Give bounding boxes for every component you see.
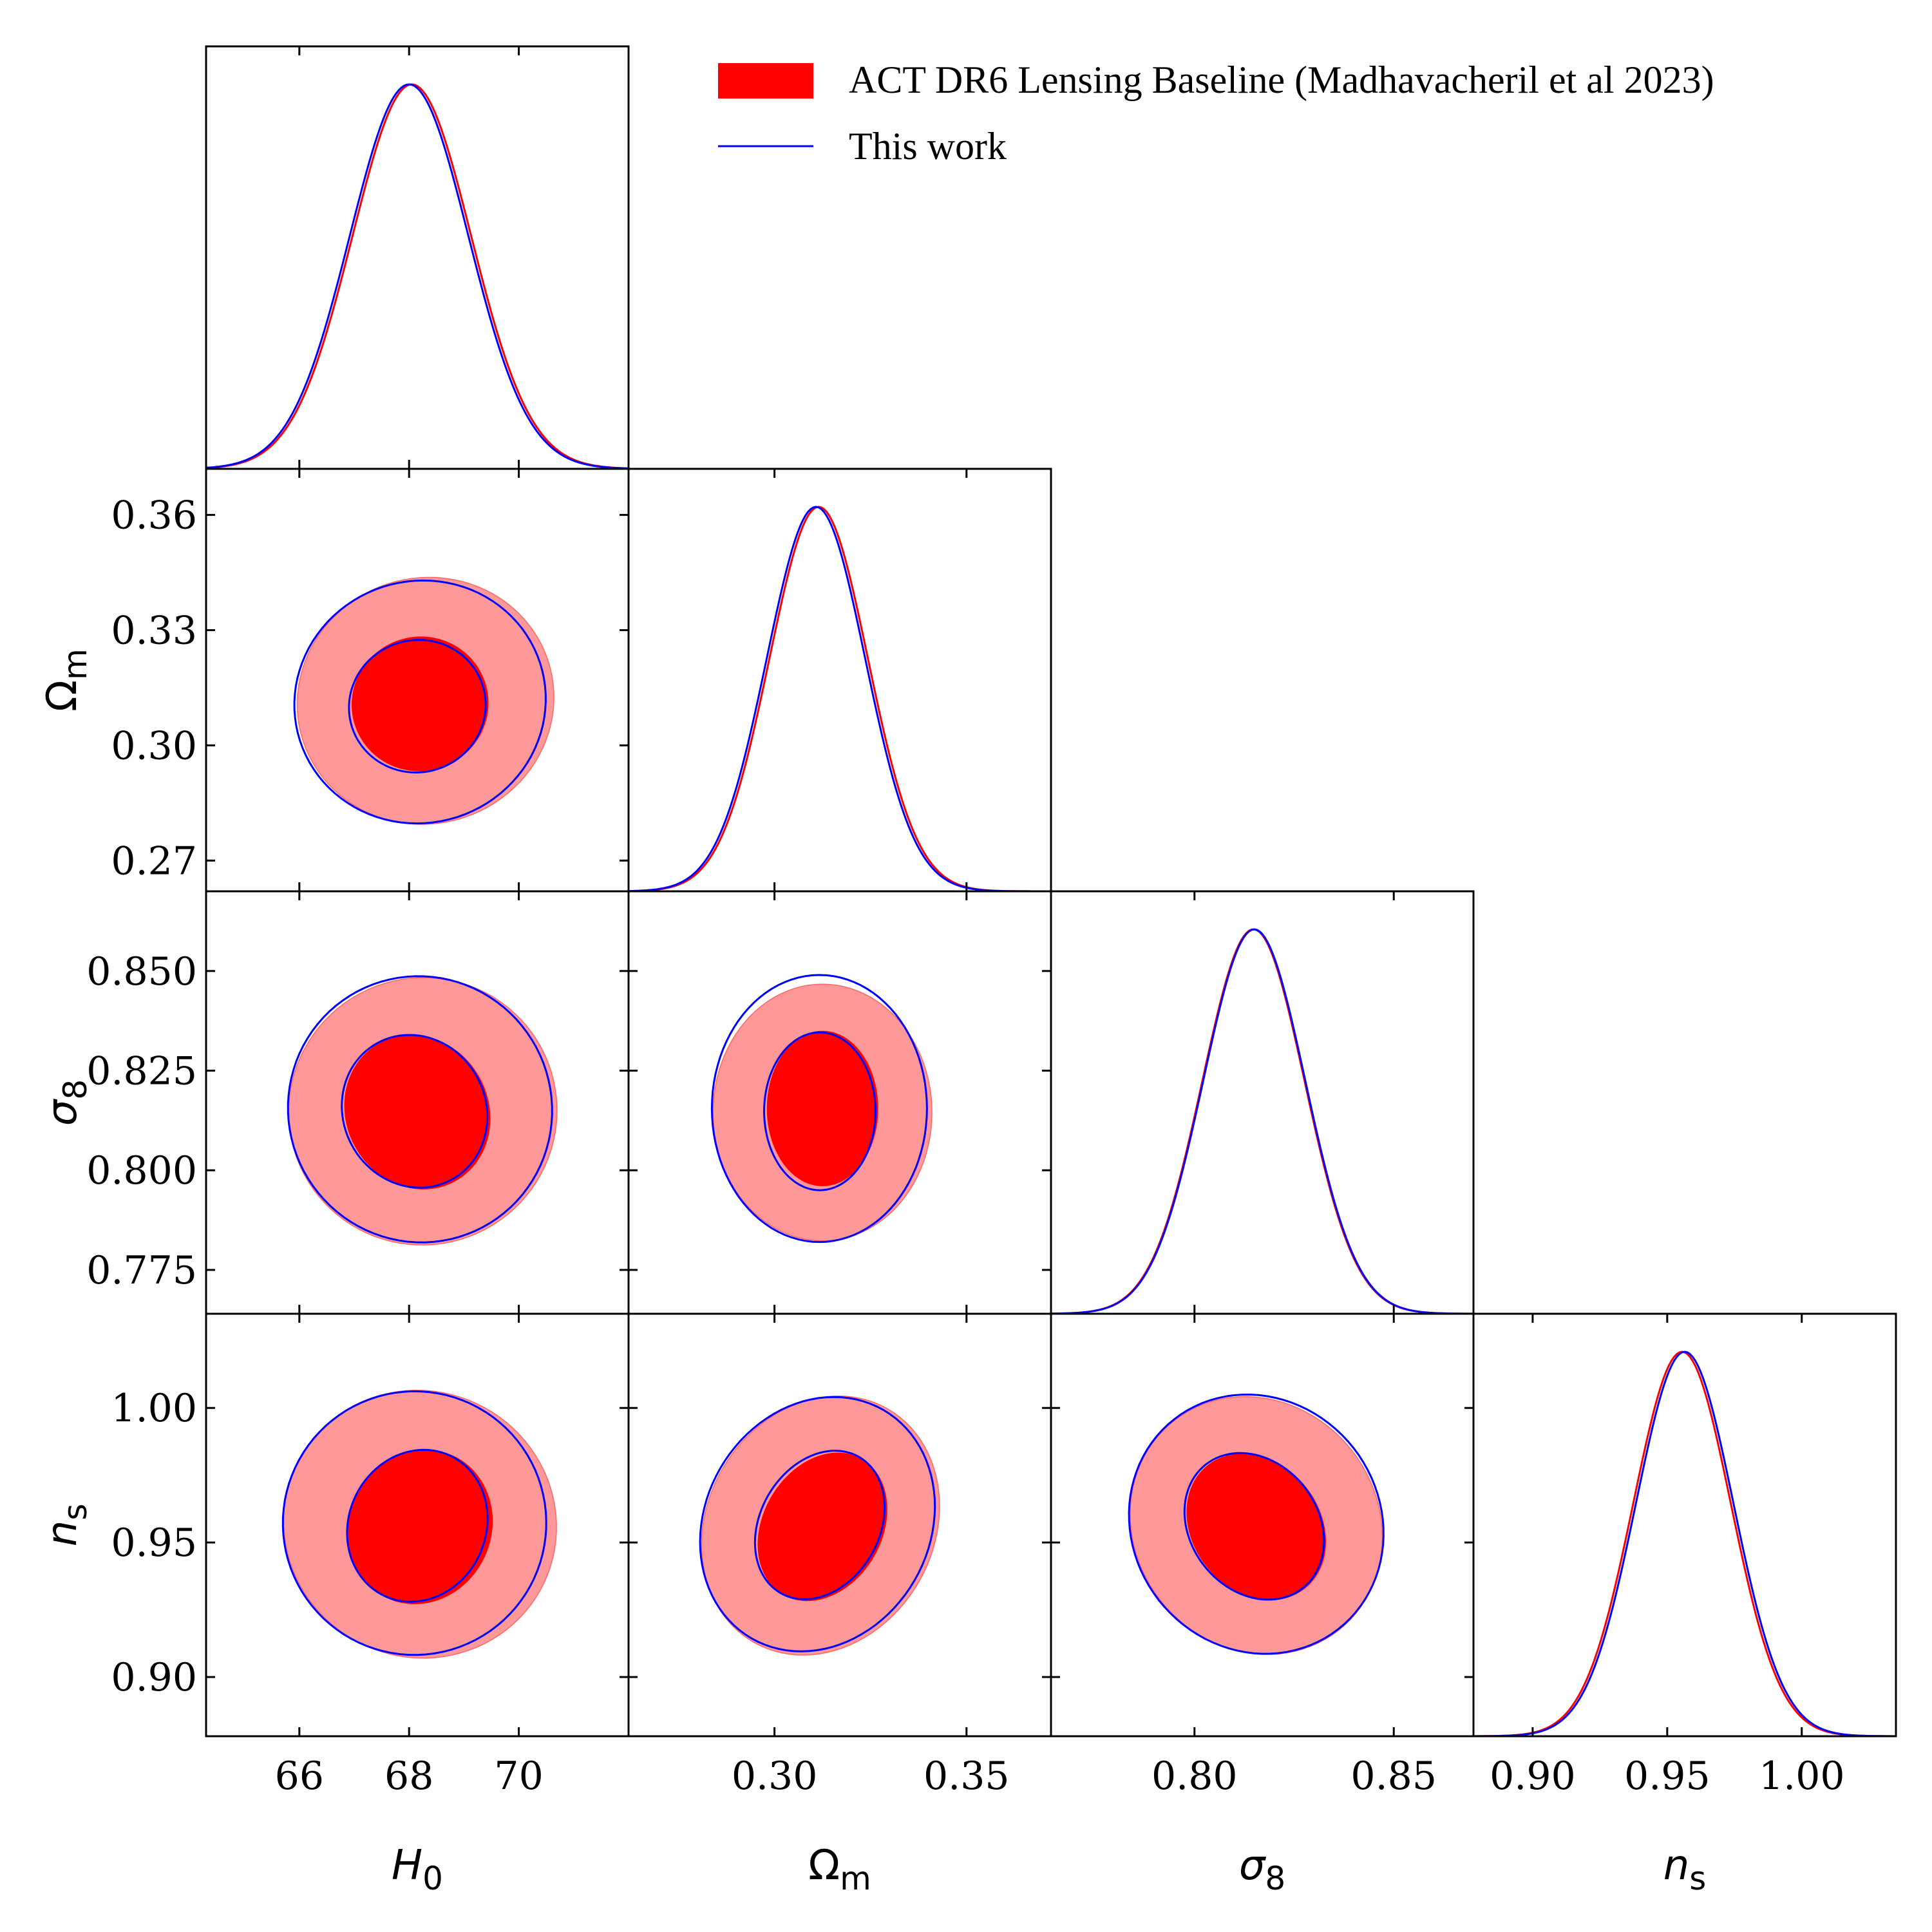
contour-this-work-95	[293, 579, 547, 825]
marginal-curve-H0-act	[206, 83, 629, 469]
y-tick-label-Om: 0.27	[111, 838, 197, 884]
y-tick-label-ns: 0.95	[111, 1520, 197, 1566]
contour-act-68	[352, 636, 489, 772]
x-tick-label-H0: 66	[275, 1754, 324, 1799]
contour-panel-H0-ns	[281, 1390, 557, 1659]
contour-panel-Om-s8	[710, 974, 933, 1244]
x-tick-label-ns: 0.90	[1490, 1754, 1576, 1799]
contour-this-work-95	[1128, 1393, 1385, 1655]
contour-act-68	[344, 1034, 491, 1189]
y-tick-label-Om: 0.36	[111, 493, 197, 538]
y-tick-label-ns: 0.90	[111, 1655, 197, 1700]
contour-panel-H0-Om	[293, 576, 554, 825]
contour-this-work-95	[287, 975, 553, 1244]
legend-swatch-act	[718, 63, 813, 99]
x-axis-label-ns: ns	[1663, 1842, 1707, 1897]
contour-this-work-68	[1183, 1452, 1325, 1601]
legend-label-act: ACT DR6 Lensing Baseline (Madhavacheril …	[849, 59, 1714, 101]
legend-label-this-work: This work	[849, 125, 1007, 167]
panel-frame-3-3	[1472, 1312, 1897, 1738]
panel-frame-2-2	[1050, 890, 1475, 1315]
contour-this-work-95	[699, 1396, 936, 1653]
marginal-curve-H0-this-work	[206, 83, 629, 469]
contour-act-68	[766, 1030, 878, 1186]
contour-this-work-68	[762, 1031, 877, 1191]
y-tick-label-s8: 0.775	[86, 1248, 197, 1293]
x-tick-label-Om: 0.35	[923, 1754, 1010, 1799]
x-tick-label-H0: 68	[384, 1754, 433, 1799]
y-tick-label-s8: 0.800	[86, 1148, 197, 1193]
y-tick-label-Om: 0.30	[111, 723, 197, 768]
panels-layer: 66 68 70 H0 0.30 0.35 Ωm 0.80 0.85 σ8 0.90 0.95 1.00…	[39, 45, 1897, 1897]
legend: ACT DR6 Lensing Baseline (Madhavacheril …	[718, 59, 1714, 167]
contour-act-68	[347, 1449, 493, 1604]
y-axis-label-s8: σ8	[39, 1079, 94, 1126]
marginal-curve-Om-this-work	[629, 506, 1051, 891]
marginal-curve-ns-act	[1473, 1350, 1896, 1736]
x-axis-label-H0: H0	[392, 1842, 443, 1897]
contour-this-work-68	[341, 1034, 489, 1189]
contour-this-work-68	[753, 1450, 886, 1600]
x-tick-label-s8: 0.85	[1350, 1754, 1437, 1799]
x-tick-label-s8: 0.80	[1151, 1754, 1238, 1799]
marginal-Om	[629, 506, 1051, 891]
x-tick-label-ns: 0.95	[1624, 1754, 1710, 1799]
x-tick-label-Om: 0.30	[732, 1754, 818, 1799]
marginal-curve-s8-this-work	[1051, 928, 1473, 1314]
marginal-curve-ns-this-work	[1473, 1350, 1896, 1736]
panel-frame-0-0	[205, 45, 630, 470]
contour-this-work-95	[710, 974, 928, 1244]
marginal-curve-Om-act	[629, 506, 1051, 891]
contour-panel-s8-ns	[1128, 1393, 1385, 1655]
panel-frame-1-1	[627, 468, 1052, 893]
x-axis-label-s8: σ8	[1239, 1842, 1285, 1897]
marginal-H0	[206, 83, 629, 469]
contour-act-68	[1186, 1454, 1326, 1600]
y-tick-label-ns: 1.00	[111, 1386, 197, 1431]
x-axis-label-Om: Ωm	[808, 1842, 871, 1897]
marginal-ns	[1473, 1350, 1896, 1736]
contour-panel-H0-s8	[287, 975, 558, 1245]
marginal-s8	[1051, 928, 1473, 1314]
contour-panel-Om-ns	[699, 1395, 940, 1656]
marginal-curve-s8-act	[1051, 928, 1473, 1314]
contour-this-work-68	[348, 639, 487, 774]
y-tick-label-s8: 0.850	[86, 949, 197, 994]
contour-this-work-95	[281, 1390, 547, 1656]
y-axis-label-Om: Ωm	[39, 649, 94, 712]
x-tick-label-H0: 70	[494, 1754, 543, 1799]
y-tick-label-Om: 0.33	[111, 608, 197, 653]
contour-act-68	[757, 1452, 887, 1602]
y-axis-label-ns: ns	[39, 1504, 94, 1547]
contour-this-work-68	[346, 1448, 489, 1603]
y-tick-label-s8: 0.825	[86, 1048, 197, 1094]
x-tick-label-ns: 1.00	[1759, 1754, 1845, 1799]
